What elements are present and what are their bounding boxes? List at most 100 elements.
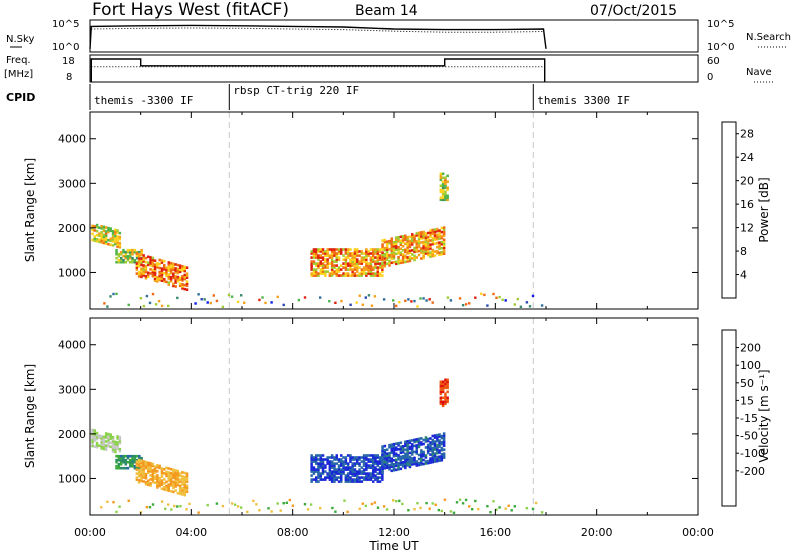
echo-cell: [185, 508, 188, 511]
echo-cell: [337, 464, 341, 467]
echo-cell: [310, 272, 313, 275]
echo-cell: [367, 466, 370, 469]
echo-cell: [401, 445, 405, 448]
echo-cell: [181, 491, 184, 494]
echo-cell: [140, 475, 143, 479]
echo-cell: [181, 489, 184, 492]
echo-cell: [91, 228, 94, 232]
echo-cell: [411, 445, 414, 448]
echo-cell: [315, 252, 318, 255]
echo-cell: [333, 462, 336, 465]
echo-cell: [424, 446, 428, 449]
echo-cell: [258, 298, 261, 302]
echo-cell: [153, 259, 157, 262]
echo-cell: [431, 252, 434, 256]
echo-cell: [98, 434, 101, 437]
echo-cell: [117, 454, 121, 458]
echo-cell: [438, 241, 441, 244]
echo-cell: [360, 260, 364, 263]
echo-cell: [149, 468, 152, 471]
echo-cell: [413, 456, 416, 460]
echo-cell: [383, 458, 387, 462]
echo-cell: [317, 272, 320, 275]
echo-cell: [426, 461, 430, 465]
echo-cell: [444, 176, 447, 180]
echo-cell: [169, 477, 173, 481]
echo-cell: [376, 272, 379, 275]
echo-cell: [140, 273, 143, 277]
echo-cell: [381, 478, 384, 481]
echo-cell: [353, 248, 357, 251]
echo-cell: [426, 251, 430, 255]
echo-cell: [160, 469, 164, 472]
echo-cell: [119, 260, 123, 264]
echo-cell: [392, 450, 396, 454]
echo-cell: [340, 268, 343, 271]
echo-cell: [317, 474, 320, 477]
echo-cell: [221, 504, 225, 508]
echo-cell: [420, 457, 423, 460]
echo-cell: [392, 244, 396, 248]
echo-cell: [167, 277, 170, 280]
echo-cell: [440, 454, 444, 458]
echo-cell: [147, 467, 150, 471]
echo-cell: [356, 474, 359, 477]
echo-cell: [411, 451, 414, 454]
echo-cell: [114, 440, 117, 444]
echo-cell: [310, 478, 313, 481]
echo-cell: [365, 258, 368, 261]
echo-cell: [100, 235, 103, 238]
echo-cell: [163, 472, 166, 475]
echo-cell: [441, 198, 445, 202]
echo-cell: [426, 243, 430, 247]
echo-cell: [310, 266, 313, 269]
echo-cell: [342, 254, 345, 257]
echo-cell: [381, 467, 384, 470]
echo-cell: [372, 266, 375, 269]
date-label: 07/Oct/2015: [590, 3, 677, 19]
echo-cell: [126, 460, 130, 464]
echo-cell: [370, 502, 374, 506]
echo-cell: [395, 454, 398, 458]
echo-cell: [310, 264, 313, 267]
echo-cell: [392, 465, 396, 468]
echo-cell: [362, 258, 366, 261]
echo-cell: [160, 479, 164, 482]
echo-cell: [406, 250, 409, 253]
echo-cell: [185, 472, 189, 475]
echo-cell: [172, 486, 175, 490]
echo-cell: [137, 468, 141, 472]
echo-cell: [115, 252, 118, 256]
echo-cell: [440, 440, 444, 444]
echo-cell: [137, 272, 141, 276]
echo-cell: [330, 248, 334, 251]
echo-cell: [397, 238, 400, 241]
echo-cell: [333, 458, 336, 461]
echo-cell: [144, 264, 148, 268]
echo-cell: [372, 460, 375, 463]
echo-cell: [446, 384, 449, 388]
echo-cell: [160, 500, 164, 503]
echo-cell: [395, 238, 398, 241]
echo-cell: [408, 463, 412, 467]
echo-cell: [156, 262, 159, 265]
echo-cell: [109, 441, 112, 444]
echo-cell: [142, 472, 145, 475]
echo-cell: [142, 466, 145, 469]
echo-cell: [346, 478, 350, 481]
echo-cell: [362, 266, 366, 269]
echo-cell: [160, 277, 164, 280]
echo-cell: [169, 473, 173, 477]
echo-cell: [240, 506, 243, 509]
echo-cell: [442, 444, 446, 447]
echo-cell: [319, 264, 322, 267]
echo-cell: [118, 231, 122, 235]
echo-cell: [420, 453, 423, 456]
echo-cell: [255, 503, 258, 506]
echo-cell: [439, 196, 443, 200]
echo-cell: [399, 243, 403, 247]
echo-cell: [135, 464, 139, 467]
echo-cell: [330, 460, 334, 463]
echo-cell: [104, 232, 108, 235]
echo-cell: [513, 505, 516, 508]
